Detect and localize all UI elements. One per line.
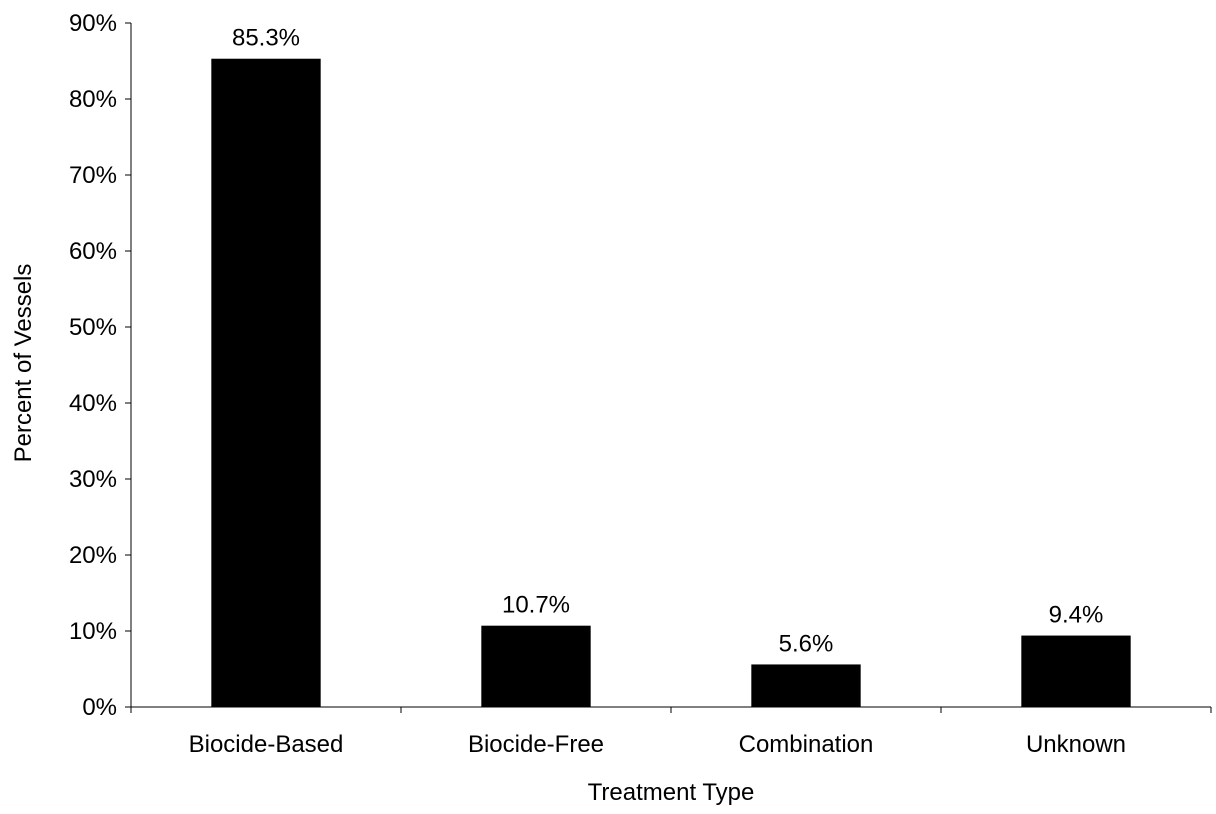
x-tick-label: Combination	[739, 731, 874, 758]
y-tick-label: 70%	[69, 162, 117, 189]
x-ticks-layer: Biocide-Based Biocide-Free Combination Unkn…	[130, 707, 1212, 758]
x-tick-label: Unknown	[1026, 731, 1126, 758]
data-labels-layer: 85.3% 10.7% 5.6% 9.4%	[232, 25, 1103, 658]
x-axis-title: Treatment Type	[588, 779, 755, 806]
bar	[481, 625, 591, 707]
y-tick-label: 80%	[69, 86, 117, 113]
y-tick-label: 0%	[82, 694, 117, 721]
y-tick-label: 40%	[69, 390, 117, 417]
y-tick-label: 90%	[69, 10, 117, 37]
y-tick-label: 30%	[69, 466, 117, 493]
data-label: 85.3%	[232, 25, 300, 52]
data-label: 5.6%	[779, 630, 834, 657]
y-tick-label: 20%	[69, 542, 117, 569]
y-tick-label: 60%	[69, 238, 117, 265]
data-label: 10.7%	[502, 592, 570, 619]
data-label: 9.4%	[1049, 602, 1104, 629]
y-axis-title: Percent of Vessels	[10, 264, 37, 463]
bar	[1021, 635, 1131, 707]
bar	[751, 664, 861, 707]
bars-layer	[211, 58, 1131, 708]
x-tick-label: Biocide-Based	[189, 731, 344, 758]
x-tick-label: Biocide-Free	[468, 731, 604, 758]
y-tick-label: 50%	[69, 314, 117, 341]
y-tick-label: 10%	[69, 618, 117, 645]
y-ticks-layer: 0% 10% 20% 30% 40% 50% 60% 70% 80% 90%	[69, 10, 131, 721]
bar	[211, 58, 321, 708]
